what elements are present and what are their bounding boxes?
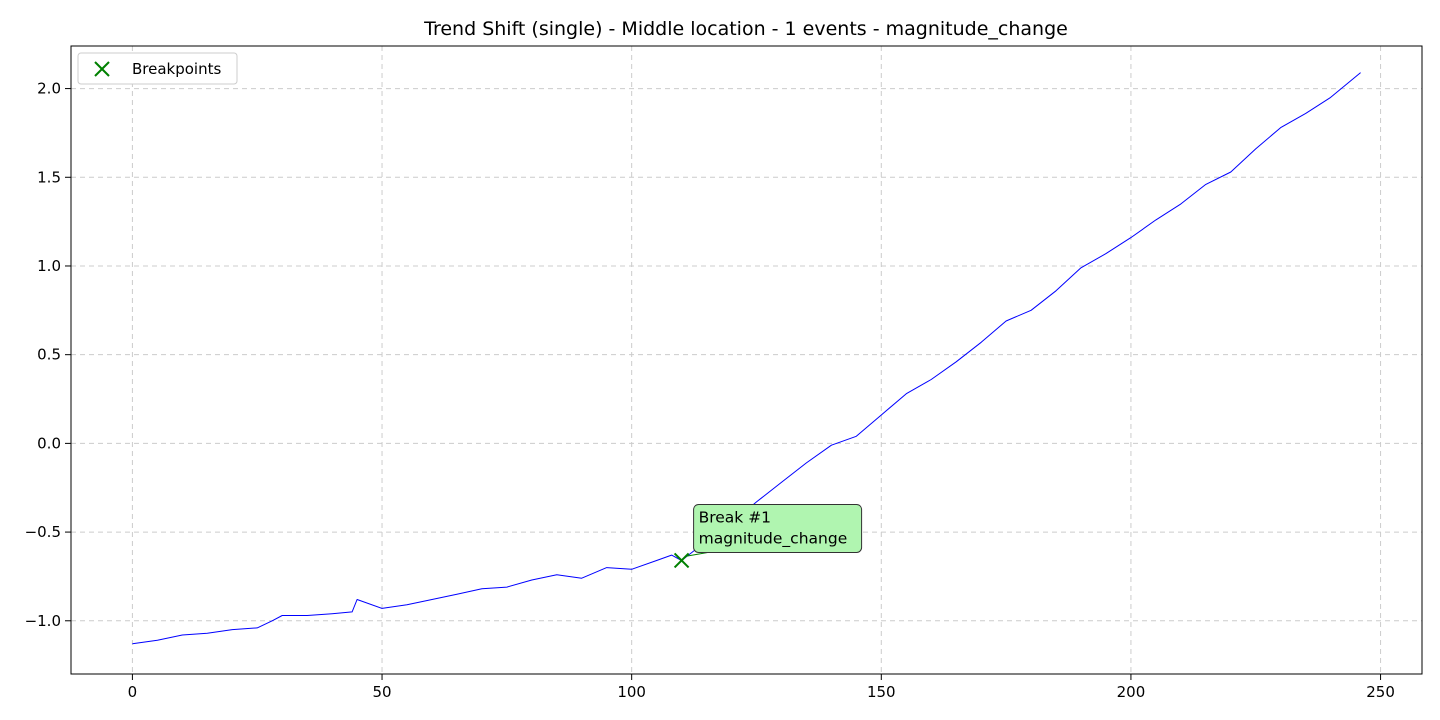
annotation-box [693, 503, 863, 553]
y-tick-label: 0.0 [37, 434, 61, 452]
grid [71, 46, 1422, 674]
y-tick-label: 0.5 [37, 346, 61, 364]
x-axis: 0 50 100 150 200 250 [128, 674, 1395, 701]
series-layer [132, 72, 1361, 645]
annotation-leader [684, 551, 708, 557]
annotation-label: Break #1 [699, 508, 771, 526]
breakpoint-marker [673, 552, 690, 569]
plot-frame [70, 45, 1423, 675]
breakpoints-layer [673, 552, 690, 569]
y-tick-label: 2.0 [37, 80, 61, 98]
y-tick-label: −0.5 [25, 523, 61, 541]
legend-label: Breakpoints [132, 60, 221, 78]
chart-title: Trend Shift (single) - Middle location -… [423, 18, 1068, 40]
y-axis: −1.0 −0.5 0.0 0.5 1.0 1.5 2.0 [25, 80, 71, 630]
x-tick-label: 200 [1117, 683, 1146, 701]
legend: Breakpoints [77, 52, 238, 85]
y-tick-label: 1.0 [37, 257, 61, 275]
annotation-label: magnitude_change [699, 529, 848, 548]
x-tick-label: 100 [617, 683, 646, 701]
series-line [132, 72, 1361, 645]
y-tick-label: 1.5 [37, 168, 61, 186]
annotations-layer: Break #1 magnitude_change [684, 503, 863, 557]
legend-marker [94, 61, 110, 77]
y-tick-label: −1.0 [25, 612, 61, 630]
x-tick-label: 0 [128, 683, 138, 701]
x-tick-label: 50 [372, 683, 391, 701]
legend-box [77, 52, 238, 85]
x-tick-label: 150 [867, 683, 896, 701]
x-tick-label: 250 [1366, 683, 1395, 701]
